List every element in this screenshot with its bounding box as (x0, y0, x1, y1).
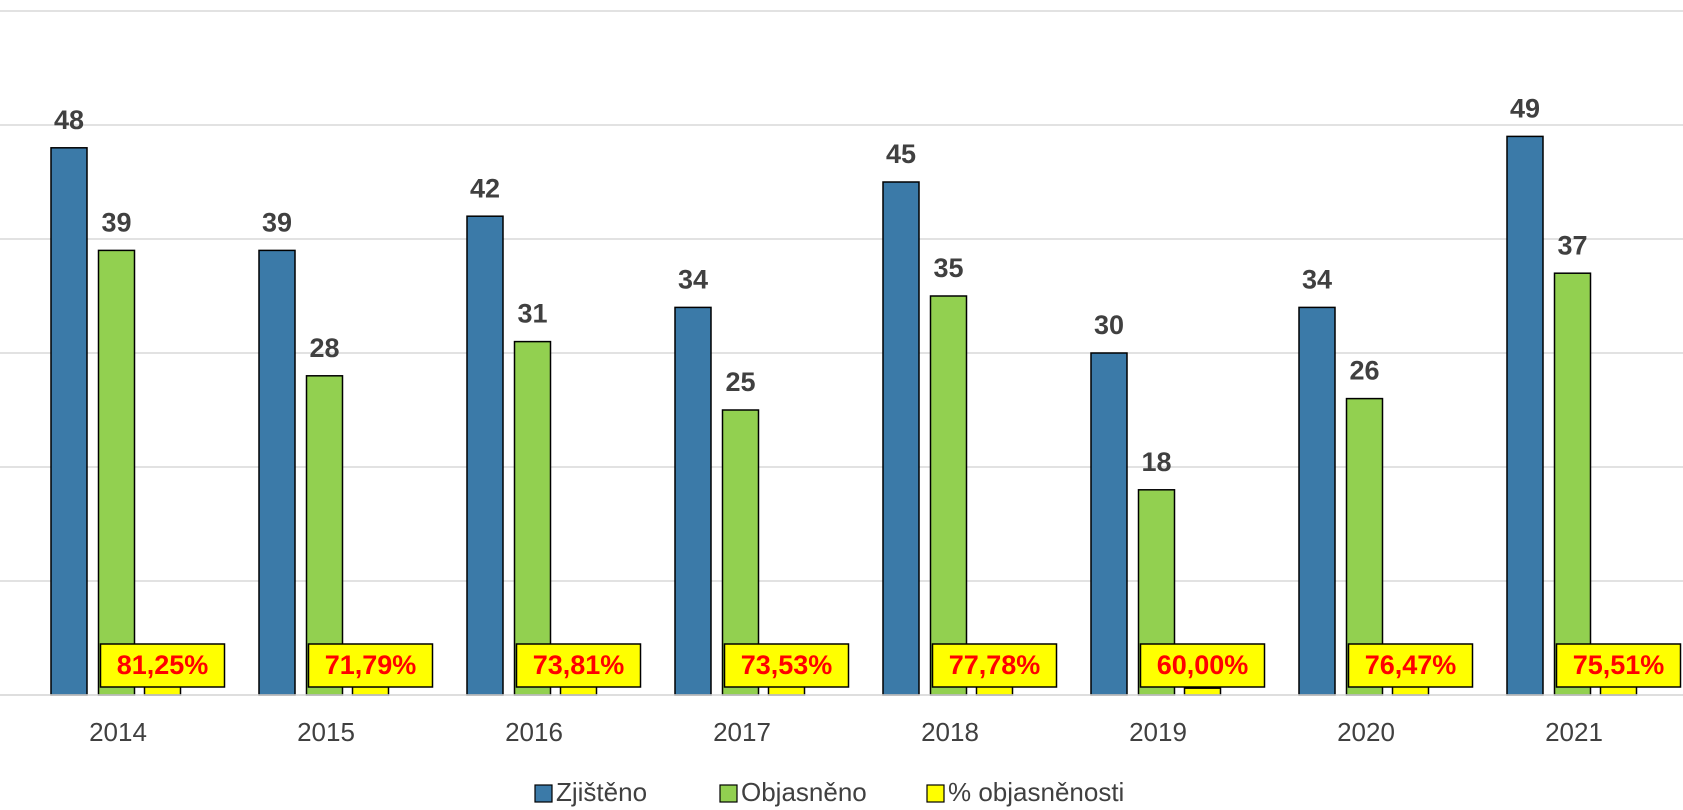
bar (97, 249, 136, 696)
x-tick-label: 2015 (297, 717, 355, 747)
bar (258, 249, 296, 696)
bar (1183, 687, 1222, 696)
bar (1506, 135, 1544, 696)
value-label: 31 (517, 299, 547, 329)
bar (50, 147, 88, 696)
x-tick-label: 2020 (1337, 717, 1395, 747)
bar (1553, 272, 1592, 696)
value-label: 39 (101, 208, 131, 238)
legend-swatch (534, 784, 553, 803)
value-label: 39 (262, 208, 292, 238)
value-label-box (99, 643, 226, 688)
bar (674, 306, 712, 696)
value-label: 34 (1302, 265, 1332, 295)
value-label-box (723, 643, 850, 688)
x-tick-label: 2019 (1129, 717, 1187, 747)
value-label: 45 (886, 139, 916, 169)
bar (929, 295, 968, 696)
legend-label: Objasněno (741, 777, 867, 807)
value-label: 35 (933, 253, 963, 283)
value-label-box (931, 643, 1058, 688)
value-label: 49 (1510, 94, 1540, 124)
value-label: 42 (470, 173, 500, 203)
bar (513, 340, 552, 696)
x-tick-label: 2018 (921, 717, 979, 747)
x-tick-label: 2014 (89, 717, 147, 747)
value-label: 34 (678, 265, 708, 295)
x-tick-label: 2017 (713, 717, 771, 747)
bar (767, 685, 806, 696)
bar (351, 686, 390, 696)
value-label: 30 (1094, 310, 1124, 340)
x-tick-label: 2016 (505, 717, 563, 747)
value-label: 73,81% (533, 650, 625, 680)
value-label: 75,51% (1573, 650, 1665, 680)
value-label: 48 (54, 105, 84, 135)
value-label: 73,53% (741, 650, 833, 680)
value-label-box (1139, 643, 1266, 688)
value-label: 60,00% (1157, 650, 1249, 680)
legend-label: % objasněnosti (948, 777, 1124, 807)
value-label: 77,78% (949, 650, 1041, 680)
x-tick-label: 2021 (1545, 717, 1603, 747)
value-label: 37 (1557, 230, 1587, 260)
value-label: 28 (309, 333, 339, 363)
value-label: 26 (1349, 356, 1379, 386)
value-label-box (515, 643, 642, 688)
bar (1298, 306, 1336, 696)
bar (305, 375, 344, 696)
value-label-box (307, 643, 434, 688)
value-label: 76,47% (1365, 650, 1457, 680)
legend-swatch (926, 784, 945, 803)
bar (1090, 352, 1128, 696)
value-label: 25 (725, 367, 755, 397)
legend-swatch (719, 784, 738, 803)
bar (882, 181, 920, 696)
value-label: 18 (1141, 447, 1171, 477)
value-label-box (1347, 643, 1474, 688)
bar (559, 685, 598, 696)
value-label: 81,25% (117, 650, 209, 680)
value-label-box (1555, 643, 1682, 688)
bar (466, 215, 504, 696)
legend-label: Zjištěno (556, 777, 647, 807)
value-label: 71,79% (325, 650, 417, 680)
